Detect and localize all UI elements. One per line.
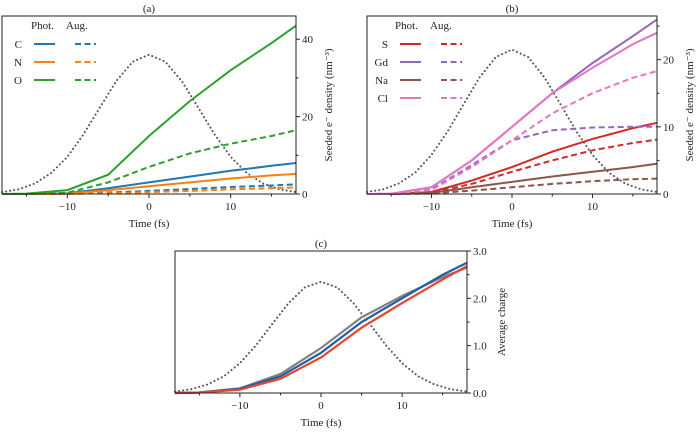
chart-title: (b) bbox=[506, 3, 519, 15]
chart-title: (a) bbox=[143, 3, 156, 15]
series-Gd-auger-line bbox=[366, 125, 657, 195]
y-tick-label: 0.0 bbox=[473, 388, 487, 400]
series-S-phot-line bbox=[367, 121, 658, 195]
legend-label-S: S bbox=[382, 39, 388, 51]
chart-title: (c) bbox=[315, 238, 328, 250]
legend-label-Cl: Cl bbox=[378, 93, 388, 105]
series-O-phot-line bbox=[1, 24, 297, 195]
y-tick-label: 3.0 bbox=[473, 246, 487, 258]
x-axis-label: Time (fs) bbox=[129, 218, 170, 230]
y-axis-label: Seeded e⁻ density (nm⁻³) bbox=[684, 48, 696, 161]
y-tick-label: 20 bbox=[302, 112, 314, 124]
chart-0: (a) −10 0 10 Time (fs) 0 20 40 Seeded e⁻ density… bbox=[1, 3, 335, 230]
series-Na-auger-line bbox=[367, 177, 658, 195]
x-tick-label: 10 bbox=[397, 400, 409, 412]
legend-label-Gd: Gd bbox=[375, 57, 389, 69]
chart-2: (c) −10 0 10 Time (fs) 0.0 1.0 2.0 3.0 Average ch… bbox=[174, 238, 508, 429]
x-tick-label: 0 bbox=[146, 201, 152, 213]
series-S-auger-line bbox=[367, 138, 658, 195]
y-tick-label: 40 bbox=[302, 34, 314, 46]
x-tick-label: 0 bbox=[318, 400, 324, 412]
x-tick-label: −10 bbox=[59, 201, 77, 213]
x-tick-label: −10 bbox=[231, 400, 249, 412]
y-tick-label: 0 bbox=[302, 189, 308, 201]
y-tick-label: 1.0 bbox=[473, 341, 487, 353]
x-axis-label: Time (fs) bbox=[492, 218, 533, 230]
y-tick-label: 10 bbox=[663, 122, 675, 134]
y-axis-label: Average charge bbox=[496, 288, 508, 356]
y-tick-label: 0 bbox=[663, 189, 669, 201]
legend-label-O: O bbox=[14, 75, 22, 87]
y-tick-label: 2.0 bbox=[473, 293, 487, 305]
legend-label-C: C bbox=[15, 39, 22, 51]
chart-1: (b) −10 0 10 Time (fs) 0 10 20 Seeded e⁻ density… bbox=[366, 3, 696, 230]
legend-label-Na: Na bbox=[375, 75, 388, 87]
pulse-dotted-line bbox=[1, 53, 297, 194]
pulse-dotted-line bbox=[366, 48, 658, 193]
legend-header-phot: Phot. bbox=[31, 20, 54, 32]
series-Na-phot-line bbox=[367, 162, 658, 195]
pulse-dotted-line bbox=[174, 280, 468, 393]
x-tick-label: −10 bbox=[423, 201, 441, 213]
x-tick-label: 10 bbox=[587, 201, 599, 213]
x-tick-label: 10 bbox=[225, 201, 237, 213]
x-tick-label: 0 bbox=[509, 201, 515, 213]
y-tick-label: 20 bbox=[663, 55, 675, 67]
series-line-2 bbox=[174, 265, 468, 395]
plot-frame bbox=[174, 250, 468, 394]
x-axis-label: Time (fs) bbox=[301, 417, 342, 429]
y-axis-label: Seeded e⁻ density (nm⁻³) bbox=[323, 48, 335, 161]
series-Cl-phot-line bbox=[366, 31, 658, 195]
series-O-auger-line bbox=[2, 129, 297, 195]
legend-header-phot: Phot. bbox=[395, 20, 418, 32]
legend-label-N: N bbox=[14, 57, 22, 69]
legend-header-aug: Aug. bbox=[430, 20, 452, 32]
legend-header-aug: Aug. bbox=[66, 20, 88, 32]
